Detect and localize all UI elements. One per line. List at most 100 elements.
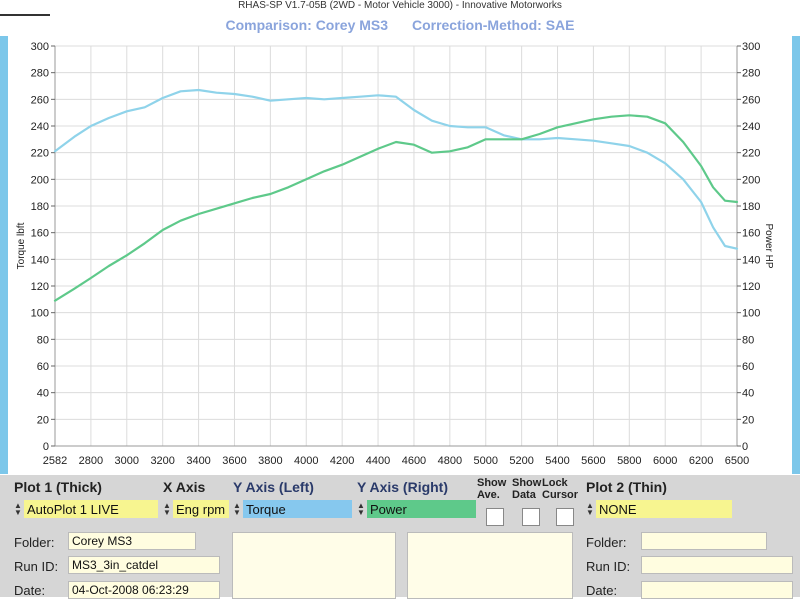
x-tick-label: 3000 [115, 455, 139, 467]
y-tick-label-right: 60 [742, 361, 754, 373]
plot1-select[interactable]: ▲ ▼ AutoPlot 1 LIVE [13, 500, 158, 518]
y-tick-label-left: 120 [31, 281, 49, 293]
y-axis-label-right: Power HP [763, 223, 774, 268]
y-tick-label-left: 220 [31, 148, 49, 160]
right-runid-field[interactable] [641, 556, 793, 574]
x-tick-label: 6500 [725, 455, 749, 467]
xaxis-select[interactable]: ▲ ▼ Eng rpm [162, 500, 229, 518]
show-ave-checkbox[interactable] [486, 508, 504, 526]
left-date-field[interactable]: 04-Oct-2008 06:23:29 [68, 581, 220, 599]
x-tick-label: 5800 [617, 455, 641, 467]
series-line-torque [53, 88, 739, 250]
right-date-field[interactable] [641, 581, 793, 599]
yaxis-left-label: Y Axis (Left) [233, 479, 314, 495]
right-date-label: Date: [586, 583, 618, 598]
y-tick-label-right: 160 [742, 228, 760, 240]
right-notes-area[interactable] [407, 532, 573, 599]
plot2-value[interactable]: NONE [596, 500, 732, 518]
left-folder-field[interactable]: Corey MS3 [68, 532, 196, 550]
spinner-icon[interactable]: ▲ ▼ [233, 501, 241, 517]
left-date-label: Date: [14, 583, 46, 598]
y-tick-label-left: 60 [37, 361, 49, 373]
xaxis-label: X Axis [163, 479, 206, 495]
left-runid-label: Run ID: [14, 559, 59, 574]
y-tick-label-left: 0 [43, 441, 49, 453]
plot2-select[interactable]: ▲ ▼ NONE [585, 500, 732, 518]
y-tick-label-left: 160 [31, 228, 49, 240]
x-tick-label: 3600 [222, 455, 246, 467]
yaxis-left-select[interactable]: ▲ ▼ Torque [232, 500, 352, 518]
comparison-name: Comparison: Corey MS3 [225, 17, 389, 33]
yaxis-left-value[interactable]: Torque [243, 500, 352, 518]
y-tick-label-right: 100 [742, 308, 760, 320]
show-data-checkbox[interactable] [522, 508, 540, 526]
x-tick-label: 6000 [653, 455, 677, 467]
y-tick-label-left: 80 [37, 334, 49, 346]
left-folder-label: Folder: [14, 535, 55, 550]
lock-cursor-checkbox[interactable] [556, 508, 574, 526]
spinner-icon[interactable]: ▲ ▼ [163, 501, 171, 517]
x-tick-label: 5400 [545, 455, 569, 467]
y-tick-label-right: 40 [742, 388, 754, 400]
plot1-label: Plot 1 (Thick) [14, 479, 102, 495]
y-tick-label-right: 200 [742, 174, 760, 186]
y-tick-label-right: 280 [742, 68, 760, 80]
x-tick-label: 4000 [294, 455, 318, 467]
yaxis-right-value[interactable]: Power [367, 500, 476, 518]
y-tick-label-right: 20 [742, 414, 754, 426]
y-tick-label-left: 280 [31, 68, 49, 80]
show-data-label: Show Data [512, 477, 542, 501]
plot2-label: Plot 2 (Thin) [586, 479, 667, 495]
series-line-power [53, 114, 739, 302]
y-tick-label-right: 240 [742, 121, 760, 133]
x-tick-label: 3200 [150, 455, 174, 467]
right-folder-field[interactable] [641, 532, 767, 550]
y-tick-label-left: 40 [37, 388, 49, 400]
spinner-icon[interactable]: ▲ ▼ [586, 501, 594, 517]
yaxis-right-select[interactable]: ▲ ▼ Power [356, 500, 476, 518]
y-tick-label-left: 180 [31, 201, 49, 213]
y-tick-label-left: 100 [31, 308, 49, 320]
left-notes-area[interactable] [232, 532, 396, 599]
x-tick-label: 6200 [689, 455, 713, 467]
left-runid-field[interactable]: MS3_3in_catdel [68, 556, 220, 574]
x-tick-label: 3800 [258, 455, 282, 467]
x-tick-label: 4400 [366, 455, 390, 467]
y-tick-label-left: 140 [31, 254, 49, 266]
x-tick-label: 5200 [509, 455, 533, 467]
spinner-icon[interactable]: ▲ ▼ [14, 501, 22, 517]
yaxis-right-label: Y Axis (Right) [357, 479, 449, 495]
y-tick-label-right: 300 [742, 41, 760, 53]
y-tick-label-left: 300 [31, 41, 49, 53]
plot1-value[interactable]: AutoPlot 1 LIVE [24, 500, 158, 518]
right-edge-bar [792, 36, 800, 474]
y-tick-label-right: 120 [742, 281, 760, 293]
left-edge-bar [0, 36, 8, 474]
control-panel: Plot 1 (Thick) X Axis Y Axis (Left) Y Ax… [0, 475, 800, 599]
y-tick-label-right: 80 [742, 334, 754, 346]
title-bar-line [0, 14, 50, 16]
y-tick-label-left: 200 [31, 174, 49, 186]
y-tick-label-left: 260 [31, 94, 49, 106]
y-tick-label-left: 20 [37, 414, 49, 426]
x-tick-label: 5000 [473, 455, 497, 467]
x-tick-label: 3400 [186, 455, 210, 467]
show-ave-label: Show Ave. [477, 477, 507, 501]
lock-cursor-label: Lock Cursor [542, 477, 579, 501]
spinner-icon[interactable]: ▲ ▼ [357, 501, 365, 517]
y-tick-label-right: 220 [742, 148, 760, 160]
x-tick-label: 5600 [581, 455, 605, 467]
y-tick-label-right: 180 [742, 201, 760, 213]
x-tick-label: 4200 [330, 455, 354, 467]
y-tick-label-right: 0 [742, 441, 748, 453]
x-tick-label: 2800 [79, 455, 103, 467]
y-tick-label-right: 260 [742, 94, 760, 106]
dyno-chart[interactable]: 0 0 20 20 40 40 60 60 80 80 100 100 120 120 140 140 160 1… [0, 36, 800, 474]
x-tick-label: 4600 [402, 455, 426, 467]
comparison-title: Comparison: Corey MS3 Correction-Method:… [0, 17, 800, 33]
correction-method: Correction-Method: SAE [411, 17, 575, 33]
x-tick-label: 2582 [43, 455, 67, 467]
xaxis-value[interactable]: Eng rpm [173, 500, 229, 518]
y-tick-label-left: 240 [31, 121, 49, 133]
